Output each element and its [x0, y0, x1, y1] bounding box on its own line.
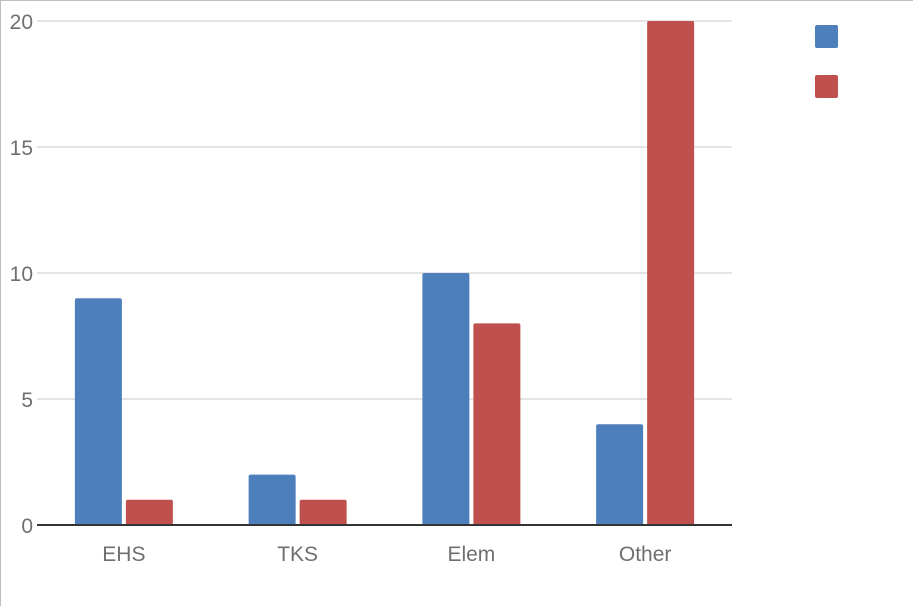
x-tick-label: TKS [277, 543, 318, 566]
legend-swatch-series-1 [815, 25, 838, 48]
y-axis-ticks: 0 5 10 15 20 [10, 11, 33, 538]
y-tick-label: 5 [21, 389, 33, 412]
legend [815, 25, 838, 98]
bar-elem-series-1 [422, 273, 470, 525]
y-tick-label: 15 [10, 137, 33, 160]
x-tick-label: Elem [447, 543, 495, 566]
x-tick-label: Other [619, 543, 672, 566]
y-tick-label: 0 [21, 515, 33, 538]
bar-other-series-2 [647, 21, 695, 525]
bar-ehs-series-2 [125, 499, 173, 525]
bar-ehs-series-1 [74, 298, 122, 525]
x-tick-label: EHS [102, 543, 145, 566]
bar-other-series-1 [596, 424, 644, 525]
gridlines [37, 20, 732, 400]
x-axis-ticks: EHS TKS Elem Other [102, 543, 671, 566]
bar-tks-series-1 [248, 474, 296, 525]
y-tick-label: 10 [10, 263, 33, 286]
legend-swatch-series-2 [815, 75, 838, 98]
bar-elem-series-2 [473, 323, 521, 525]
bar-tks-series-2 [299, 499, 347, 525]
bars [74, 21, 695, 525]
y-tick-label: 20 [10, 11, 33, 34]
